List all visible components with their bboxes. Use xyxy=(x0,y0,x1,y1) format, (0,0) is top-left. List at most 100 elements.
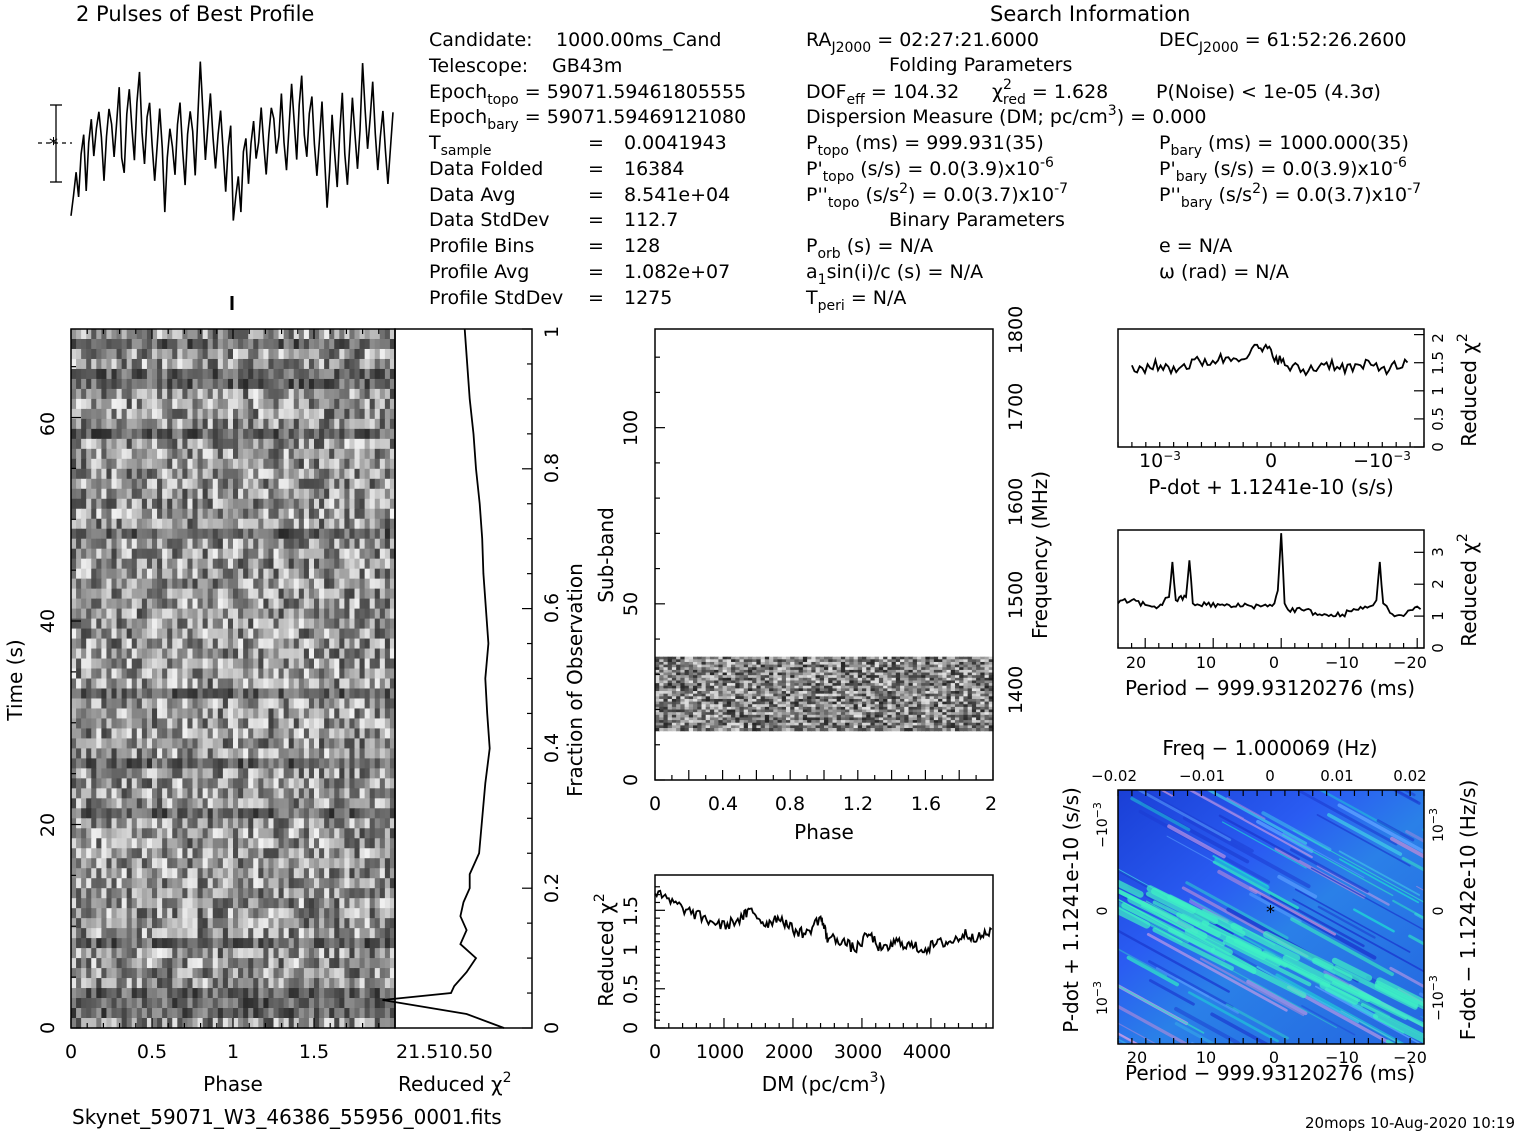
time-phase-cell xyxy=(253,988,259,999)
time-phase-cell xyxy=(227,528,234,540)
time-phase-cell xyxy=(126,938,133,949)
time-phase-cell xyxy=(354,848,361,859)
time-phase-cell xyxy=(238,768,244,779)
time-phase-cell xyxy=(349,338,356,350)
time-phase-cell xyxy=(162,898,168,909)
time-phase-cell xyxy=(182,468,189,480)
time-phase-cell xyxy=(238,948,244,959)
time-phase-cell xyxy=(278,508,285,520)
time-phase-cell xyxy=(334,798,340,809)
time-phase-cell xyxy=(172,818,178,829)
time-phase-cell xyxy=(379,708,386,720)
subband-cell xyxy=(655,664,660,668)
time-phase-cell xyxy=(187,378,194,390)
time-phase-cell xyxy=(212,358,219,370)
time-phase-cell xyxy=(364,848,371,859)
time-phase-cell xyxy=(298,558,305,570)
time-phase-cell xyxy=(243,588,249,600)
time-phase-cell xyxy=(354,368,361,380)
time-phase-cell xyxy=(136,848,143,859)
time-phase-cell xyxy=(227,518,234,530)
subband-cell xyxy=(933,659,939,663)
time-phase-cell xyxy=(263,558,270,570)
subband-cell xyxy=(701,667,707,671)
time-phase-cell xyxy=(96,888,102,899)
time-phase-cell xyxy=(167,578,173,590)
time-phase-cell xyxy=(76,458,82,470)
time-phase-cell xyxy=(71,848,77,859)
time-phase-cell xyxy=(227,488,234,500)
time-phase-cell xyxy=(303,668,310,680)
time-phase-cell xyxy=(146,358,153,370)
time-phase-cell xyxy=(111,658,118,670)
time-phase-cell xyxy=(202,908,209,919)
time-phase-cell xyxy=(379,808,386,819)
time-phase-cell xyxy=(131,638,138,650)
time-phase-cell xyxy=(192,918,199,929)
time-phase-cell xyxy=(96,468,102,480)
time-phase-cell xyxy=(96,878,102,889)
time-phase-cell xyxy=(207,838,214,849)
time-phase-cell xyxy=(197,388,204,400)
time-phase-cell xyxy=(217,638,224,650)
time-phase-cell xyxy=(339,758,345,769)
time-phase-cell xyxy=(293,908,300,919)
time-phase-cell xyxy=(227,428,234,440)
time-phase-cell xyxy=(177,738,183,749)
time-phase-cell xyxy=(374,988,381,999)
time-phase-cell xyxy=(71,488,77,500)
time-phase-cell xyxy=(298,928,305,939)
time-phase-cell xyxy=(152,728,158,740)
subband-cell xyxy=(747,659,753,663)
subband-cell xyxy=(811,664,817,668)
subband-cell xyxy=(714,664,719,668)
time-phase-cell xyxy=(86,728,92,740)
time-phase-cell xyxy=(268,888,275,899)
time-phase-cell xyxy=(106,558,113,570)
time-phase-cell xyxy=(329,458,335,470)
time-phase-cell xyxy=(354,518,361,530)
time-phase-cell xyxy=(111,588,118,600)
time-phase-cell xyxy=(121,728,128,740)
time-phase-cell xyxy=(96,668,102,680)
time-phase-cell xyxy=(349,828,356,839)
time-phase-cell xyxy=(222,488,229,500)
time-phase-cell xyxy=(222,428,229,440)
subband-cell xyxy=(756,664,762,668)
time-phase-cell xyxy=(126,728,133,740)
subband-cell xyxy=(671,667,677,671)
time-phase-cell xyxy=(141,728,148,740)
time-phase-cell xyxy=(162,618,168,630)
time-phase-cell xyxy=(278,598,285,610)
time-phase-cell xyxy=(303,578,310,590)
time-phase-cell xyxy=(96,898,102,909)
time-phase-cell xyxy=(81,768,87,779)
time-phase-cell xyxy=(278,398,285,410)
time-phase-cell xyxy=(167,428,173,440)
time-phase-cell xyxy=(263,678,270,690)
time-phase-cell xyxy=(81,918,87,929)
time-phase-cell xyxy=(303,918,310,929)
subband-cell xyxy=(832,656,838,660)
time-phase-cell xyxy=(76,478,82,490)
time-phase-cell xyxy=(136,418,143,430)
time-phase-cell xyxy=(344,728,351,740)
subband-cell xyxy=(785,661,791,666)
subband-cell xyxy=(819,656,825,660)
time-phase-cell xyxy=(283,868,290,879)
time-phase-cell xyxy=(131,758,138,769)
time-phase-cell xyxy=(182,718,189,730)
time-phase-cell xyxy=(217,798,224,809)
time-phase-cell xyxy=(344,538,351,550)
time-phase-cell xyxy=(324,908,330,919)
time-phase-cell xyxy=(354,618,361,630)
time-phase-cell xyxy=(329,808,335,819)
time-phase-cell xyxy=(121,518,128,530)
time-phase-cell xyxy=(86,888,92,899)
time-phase-cell xyxy=(354,329,361,340)
time-phase-cell xyxy=(217,968,224,979)
time-phase-cell xyxy=(91,518,97,530)
time-phase-cell xyxy=(136,988,143,999)
time-phase-cell xyxy=(91,558,97,570)
time-phase-cell xyxy=(202,838,209,849)
